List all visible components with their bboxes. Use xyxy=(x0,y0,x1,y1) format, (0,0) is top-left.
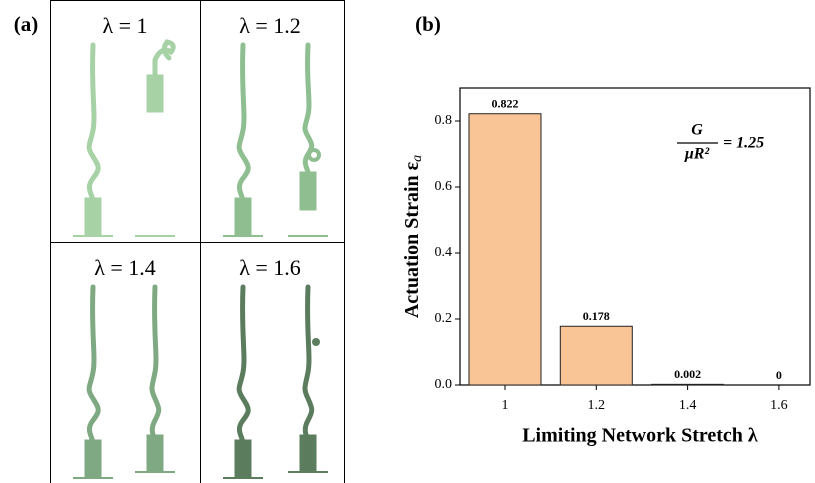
y-axis-label: Actuation Strain εa xyxy=(401,155,426,318)
rod xyxy=(236,284,251,445)
y-tick-label: 0.2 xyxy=(435,311,453,326)
simulation-label: λ = 1.4 xyxy=(94,255,156,280)
simulation-label: λ = 1.2 xyxy=(239,13,301,38)
weight-block xyxy=(299,434,317,473)
rod-curl xyxy=(307,148,321,162)
y-tick-label: 0.6 xyxy=(435,179,453,194)
weight-block xyxy=(299,171,317,211)
simulation-label: λ = 1.6 xyxy=(239,255,301,280)
weight-block xyxy=(234,197,252,236)
y-tick-label: 0.8 xyxy=(435,113,453,128)
rod xyxy=(86,42,101,203)
weight-block xyxy=(146,434,164,473)
rod xyxy=(302,42,315,175)
y-axis-label-main: Actuation Strain ε xyxy=(401,161,423,318)
simulation-grid xyxy=(50,0,345,483)
weight-block xyxy=(234,439,252,478)
weight-block xyxy=(84,439,102,478)
annotation-denominator: μR² xyxy=(684,146,711,163)
panel-label: (a) xyxy=(14,12,39,36)
bar xyxy=(559,325,633,386)
x-tick-label: 1.2 xyxy=(588,398,606,413)
y-axis-label-subscript: a xyxy=(410,155,425,162)
simulation-label: λ = 1 xyxy=(102,13,147,38)
weight-block xyxy=(146,74,164,113)
panel-label: (b) xyxy=(415,12,441,36)
annotation-value: = 1.25 xyxy=(723,135,764,152)
annotation-numerator: G xyxy=(691,122,703,139)
rod xyxy=(86,284,101,445)
x-axis-label: Limiting Network Stretch λ xyxy=(522,425,758,447)
weight-block xyxy=(84,197,102,236)
x-tick-label: 1.4 xyxy=(679,398,697,413)
y-tick-label: 0.0 xyxy=(435,377,453,392)
y-tick-label: 0.4 xyxy=(435,245,453,260)
value-label: 0.002 xyxy=(674,367,701,381)
value-label: 0 xyxy=(776,368,782,382)
rod xyxy=(152,39,176,81)
rod-knot xyxy=(312,338,320,346)
bar xyxy=(651,383,725,386)
plot-frame xyxy=(459,87,811,386)
bar xyxy=(468,113,542,386)
x-tick-label: 1 xyxy=(502,398,509,413)
rod xyxy=(149,284,162,445)
rod xyxy=(236,42,251,203)
value-label: 0.822 xyxy=(492,96,519,110)
x-tick-label: 1.6 xyxy=(770,398,788,413)
rod xyxy=(302,284,315,445)
value-label: 0.178 xyxy=(583,309,610,323)
